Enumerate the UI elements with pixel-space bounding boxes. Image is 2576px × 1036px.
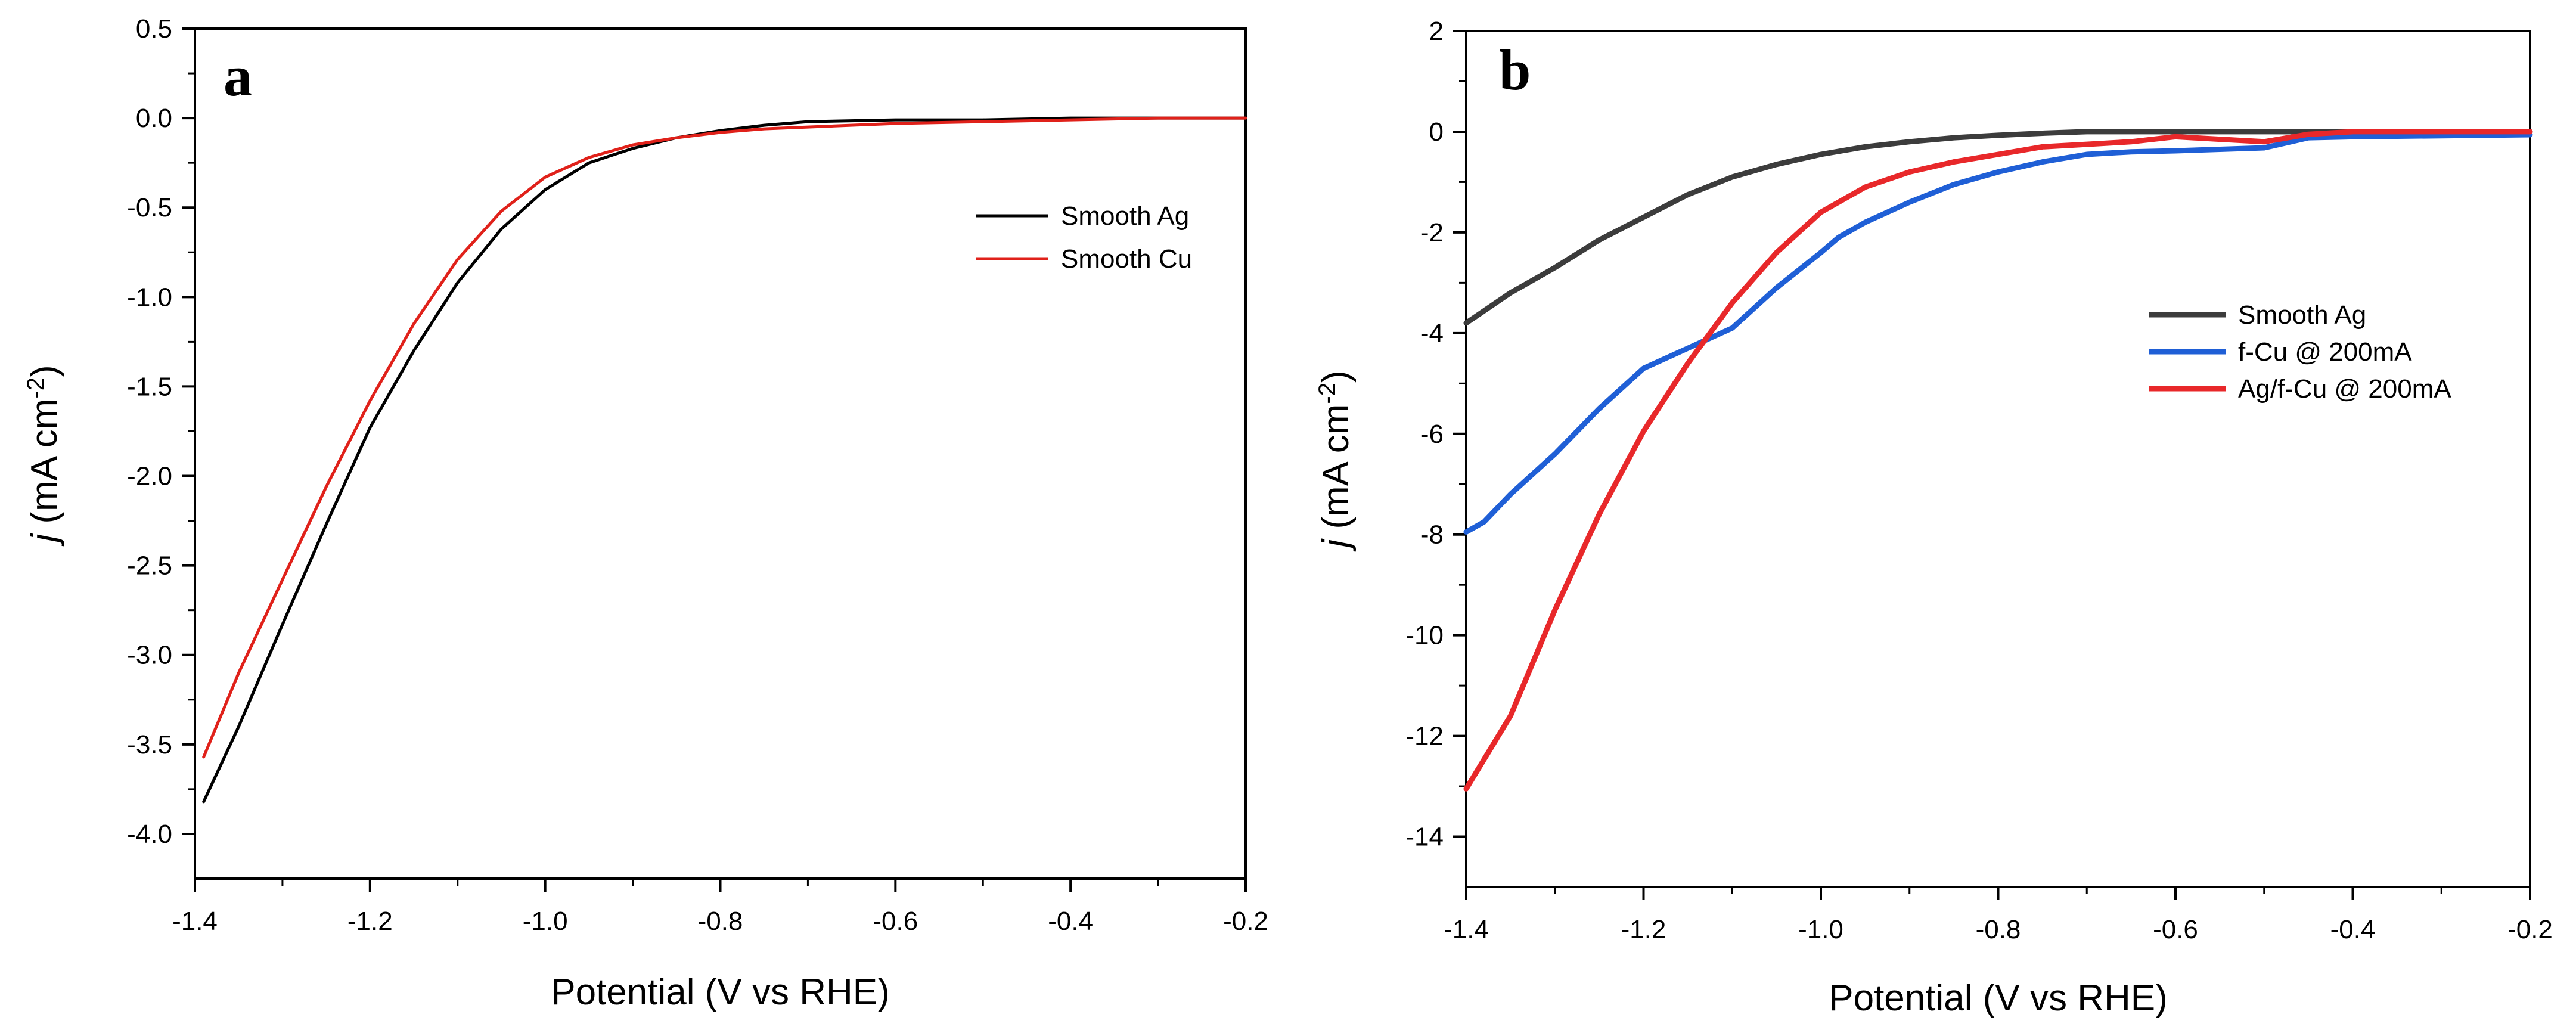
legend-label: Smooth Ag — [1061, 201, 1189, 231]
y-axis-title-exponent: -2 — [1314, 383, 1340, 404]
x-tick-label: -0.8 — [698, 907, 743, 936]
y-tick-label: 2 — [1429, 17, 1444, 46]
y-tick-label: -4 — [1420, 319, 1444, 348]
y-axis-title-close: ) — [24, 365, 65, 377]
x-axis-title: Potential (V vs RHE) — [551, 972, 890, 1013]
y-axis-title: j (mA cm-2) — [23, 365, 65, 546]
legend-label: Smooth Cu — [1061, 244, 1192, 274]
x-tick-label: -1.0 — [1798, 915, 1843, 944]
x-tick-label: -1.0 — [523, 907, 568, 936]
x-tick-label: -0.6 — [873, 907, 918, 936]
series-line-smooth-ag — [202, 116, 1247, 804]
y-tick-label: -1.5 — [127, 372, 172, 401]
chart-panel-b: -1.4 -1.2 -1.0 -0.8 -0.6 -0.4 -0.2 2 0 -2 -4 -6 -8 -1… — [1314, 17, 2553, 1019]
x-tick-label: -1.4 — [172, 907, 218, 936]
y-tick-label: 0.5 — [136, 14, 172, 44]
panel-letter: a — [224, 44, 252, 108]
y-axis-title: j (mA cm-2) — [1314, 370, 1357, 551]
panel-letter: b — [1499, 38, 1531, 102]
legend-label: f-Cu @ 200mA — [2238, 337, 2412, 367]
y-axis-title-unit: (mA cm — [24, 399, 65, 534]
y-tick-label: -4.0 — [127, 820, 172, 849]
y-tick-label: 0 — [1429, 117, 1444, 147]
y-axis-title-close: ) — [1315, 370, 1357, 383]
y-tick-label: -2.5 — [127, 551, 172, 581]
legend-label: Ag/f-Cu @ 200mA — [2238, 374, 2451, 404]
x-tick-label: -0.6 — [2153, 915, 2198, 944]
y-axis-title-unit: (mA cm — [1315, 404, 1357, 539]
y-tick-label: 0.0 — [136, 104, 172, 133]
y-tick-label: -1.0 — [127, 283, 172, 312]
x-tick-label: -1.4 — [1444, 915, 1489, 944]
plot-frame — [194, 27, 1247, 880]
y-tick-label: -3.5 — [127, 730, 172, 759]
y-axis-title-exponent: -2 — [23, 377, 49, 399]
x-tick-label: -0.4 — [2330, 915, 2376, 944]
y-tick-label: -10 — [1405, 621, 1444, 650]
series-line-smooth-cu — [202, 116, 1247, 759]
y-axis-title-symbol: j — [1315, 538, 1357, 552]
x-tick-label: -0.2 — [1223, 907, 1268, 936]
series-line-f-cu-200ma — [1463, 132, 2533, 535]
x-tick-label: -1.2 — [1621, 915, 1666, 944]
y-tick-label: -3.0 — [127, 641, 172, 670]
series-line-smooth-ag — [1463, 129, 2533, 326]
y-tick-label: -2 — [1420, 218, 1444, 247]
chart-panel-a: -1.4 -1.2 -1.0 -0.8 -0.6 -0.4 -0.2 0.5 0.0 -0.5 -1… — [23, 14, 1268, 1013]
legend-label: Smooth Ag — [2238, 300, 2366, 330]
x-tick-label: -1.2 — [347, 907, 393, 936]
y-axis-title-symbol: j — [24, 533, 65, 547]
x-tick-label: -0.4 — [1048, 907, 1093, 936]
y-tick-label: -2.0 — [127, 462, 172, 491]
series-line-ag-f-cu-200ma — [1463, 129, 2533, 792]
y-tick-label: -14 — [1405, 823, 1444, 852]
y-tick-label: -8 — [1420, 520, 1444, 550]
y-tick-label: -6 — [1420, 420, 1444, 449]
y-tick-label: -12 — [1405, 722, 1444, 751]
x-tick-label: -0.2 — [2507, 915, 2553, 944]
x-axis-title: Potential (V vs RHE) — [1829, 978, 2168, 1019]
x-tick-label: -0.8 — [1976, 915, 2021, 944]
y-tick-label: -0.5 — [127, 193, 172, 222]
